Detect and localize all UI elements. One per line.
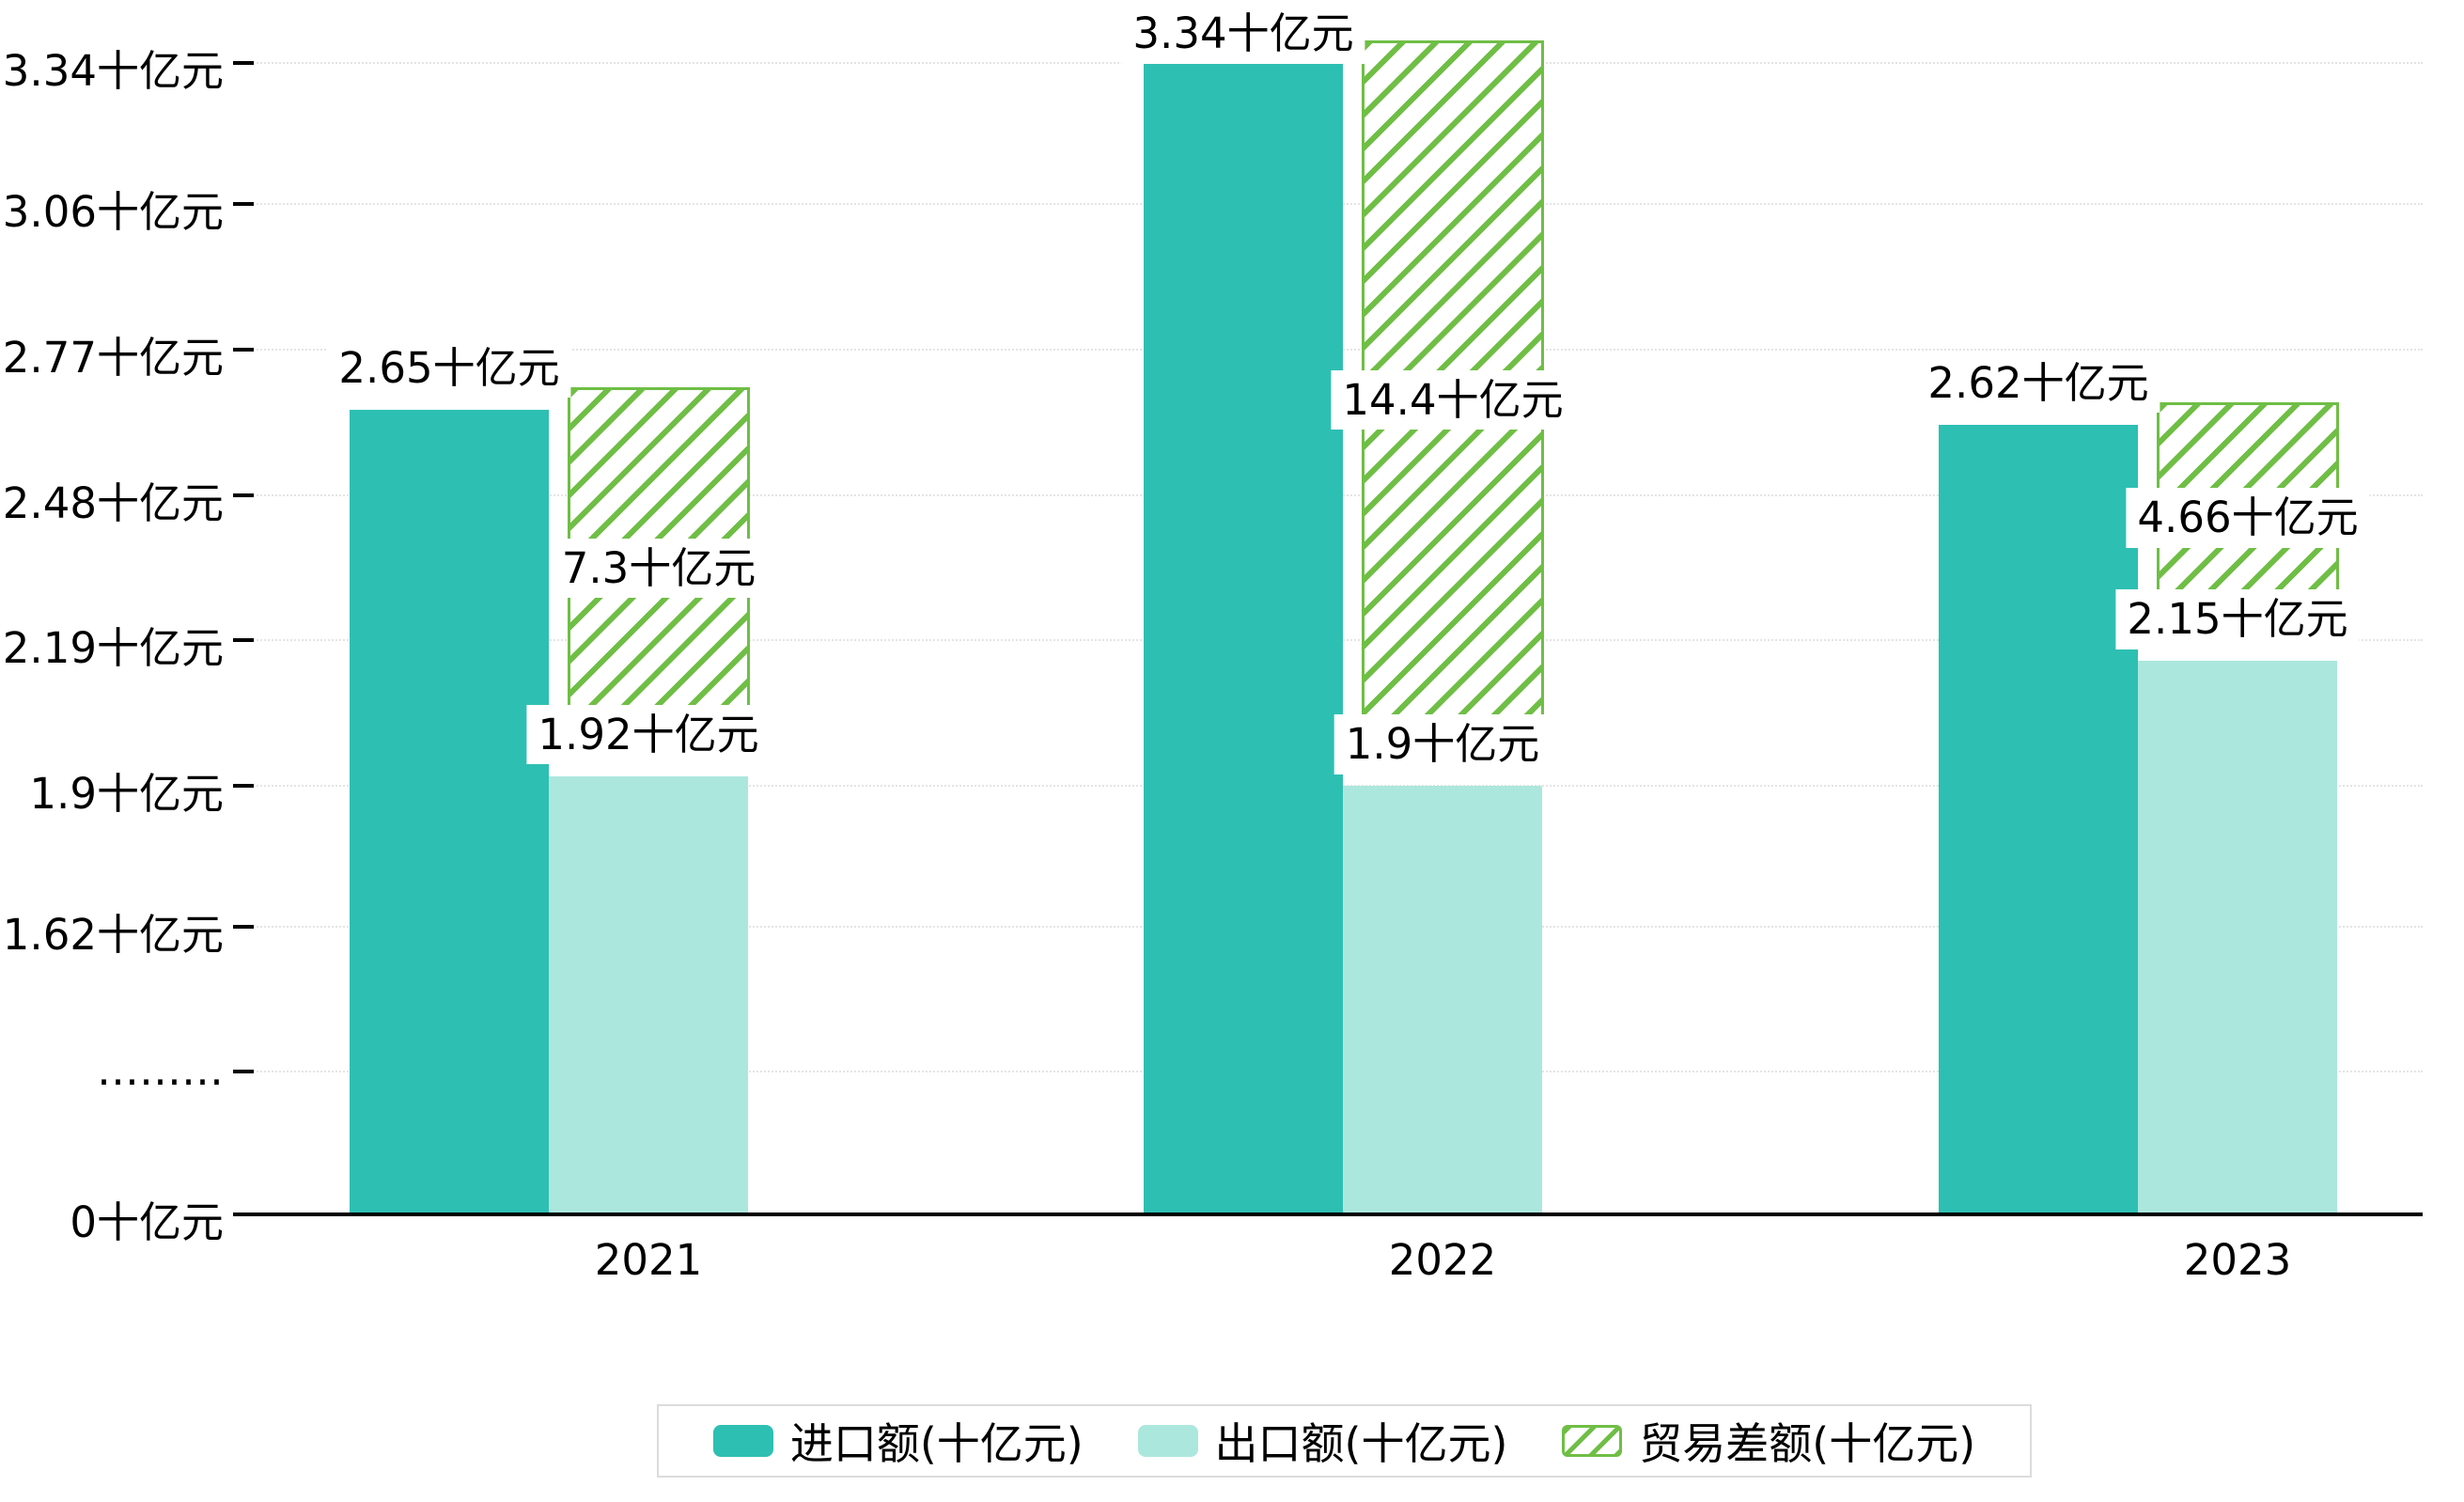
trade-diff-hatch-swatch-icon bbox=[1562, 1425, 1623, 1457]
y-tick-label: ……… bbox=[97, 1045, 224, 1095]
x-axis-line bbox=[246, 1213, 2423, 1216]
y-tick-label: 0十亿元 bbox=[70, 1197, 224, 1247]
legend-item-import: 进口额(十亿元) bbox=[712, 1410, 1084, 1472]
bar-import-2021 bbox=[350, 409, 549, 1213]
y-tick-mark bbox=[233, 61, 254, 65]
bar-export-2022 bbox=[1343, 786, 1542, 1213]
legend-label-import: 进口额(十亿元) bbox=[789, 1418, 1084, 1469]
y-tick-mark bbox=[233, 493, 254, 497]
y-tick-mark bbox=[233, 347, 254, 352]
bar-export-2023 bbox=[2138, 660, 2337, 1213]
y-tick-mark bbox=[233, 925, 254, 929]
y-tick-label: 3.34十亿元 bbox=[2, 46, 224, 96]
legend-item-export: 出口额(十亿元) bbox=[1137, 1410, 1508, 1472]
label-trade-diff-2021: 7.3十亿元 bbox=[550, 538, 768, 599]
label-import-2021: 2.65十亿元 bbox=[327, 337, 571, 399]
y-tick-label: 2.48十亿元 bbox=[2, 477, 224, 528]
legend: 进口额(十亿元) 出口额(十亿元) 贸易差额(十亿元) bbox=[657, 1404, 2032, 1478]
label-import-2023: 2.62十亿元 bbox=[1916, 352, 2160, 414]
x-tick-label-2021: 2021 bbox=[594, 1235, 703, 1285]
y-tick-mark bbox=[233, 1213, 254, 1216]
import-swatch-icon bbox=[712, 1425, 773, 1457]
label-export-2022: 1.9十亿元 bbox=[1333, 714, 1552, 775]
y-tick-mark bbox=[233, 638, 254, 643]
y-tick-label: 1.62十亿元 bbox=[2, 910, 224, 960]
y-tick-label: 2.77十亿元 bbox=[2, 332, 224, 383]
legend-label-export: 出口额(十亿元) bbox=[1214, 1418, 1508, 1469]
y-tick-label: 1.9十亿元 bbox=[29, 769, 224, 820]
label-import-2022: 3.34十亿元 bbox=[1121, 4, 1365, 64]
y-tick-mark bbox=[233, 201, 254, 206]
bar-import-2022 bbox=[1144, 63, 1343, 1213]
export-swatch-icon bbox=[1137, 1425, 1198, 1457]
legend-item-trade-diff: 贸易差额(十亿元) bbox=[1562, 1410, 1975, 1472]
label-export-2021: 1.92十亿元 bbox=[526, 704, 771, 765]
bar-export-2021 bbox=[549, 775, 748, 1213]
label-trade-diff-2023: 4.66十亿元 bbox=[2126, 488, 2370, 548]
y-tick-label: 3.06十亿元 bbox=[2, 186, 224, 237]
y-tick-label: 2.19十亿元 bbox=[2, 623, 224, 674]
legend-label-trade-diff: 贸易差额(十亿元) bbox=[1639, 1418, 1976, 1469]
x-tick-label-2022: 2022 bbox=[1388, 1235, 1497, 1285]
bar-import-2023 bbox=[1939, 424, 2138, 1213]
y-tick-mark bbox=[233, 1070, 254, 1073]
label-trade-diff-2022: 14.4十亿元 bbox=[1331, 369, 1575, 430]
x-tick-label-2023: 2023 bbox=[2183, 1235, 2292, 1285]
y-tick-mark bbox=[233, 784, 254, 789]
label-export-2023: 2.15十亿元 bbox=[2115, 588, 2360, 649]
